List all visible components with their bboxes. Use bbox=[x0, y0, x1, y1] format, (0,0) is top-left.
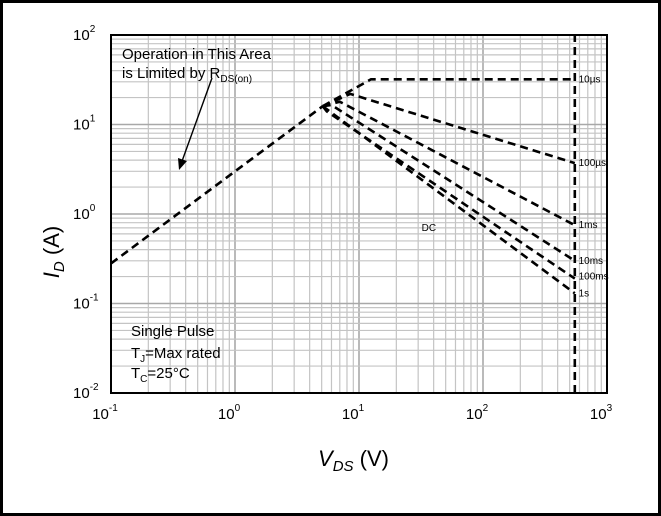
x-tick-label: 100 bbox=[218, 403, 241, 423]
series-label: DC bbox=[422, 223, 436, 234]
x-tick-label: 101 bbox=[342, 403, 365, 423]
rds-limit-line bbox=[110, 105, 324, 265]
series-label: 10ms bbox=[579, 256, 603, 267]
series-label: 1ms bbox=[579, 220, 598, 231]
pulse-annotation-line2: TJ=Max rated bbox=[131, 345, 221, 365]
series-line bbox=[322, 103, 576, 262]
y-tick-label: 10-2 bbox=[73, 382, 99, 402]
rds-annotation-arrow bbox=[180, 77, 213, 165]
x-axis-label: VDS (V) bbox=[318, 446, 389, 475]
pulse-annotation-line1: Single Pulse bbox=[131, 323, 214, 340]
y-tick-label: 101 bbox=[73, 114, 96, 134]
data-series bbox=[110, 35, 577, 393]
y-tick-label: 100 bbox=[73, 203, 96, 223]
series-label: 1s bbox=[579, 288, 590, 299]
x-tick-label: 103 bbox=[590, 403, 613, 423]
y-axis-label: ID (A) bbox=[39, 226, 68, 278]
chart-grid bbox=[111, 35, 607, 393]
series-line bbox=[321, 105, 576, 295]
series-label: 100ms bbox=[579, 272, 609, 283]
pulse-annotation-line3: TC=25°C bbox=[131, 365, 190, 385]
series-line bbox=[321, 105, 576, 280]
rds-annotation-line1: Operation in This Area bbox=[122, 46, 272, 63]
series-label: 10µs bbox=[579, 74, 601, 85]
plot-area-border bbox=[110, 34, 608, 394]
y-tick-label: 102 bbox=[73, 24, 96, 44]
series-labels: 10µs 100µs 1ms 10ms 100ms 1s DC bbox=[422, 74, 609, 299]
arrow-head-icon bbox=[178, 158, 187, 170]
series-line bbox=[322, 78, 576, 108]
series-label: 100µs bbox=[579, 158, 606, 169]
x-tick-label: 10-1 bbox=[92, 403, 118, 423]
x-tick-label: 102 bbox=[466, 403, 489, 423]
series-line bbox=[322, 92, 576, 165]
rds-annotation-line2: is Limited by RDS(on) bbox=[122, 65, 252, 85]
y-tick-label: 10-1 bbox=[73, 293, 99, 313]
series-line bbox=[322, 100, 576, 227]
